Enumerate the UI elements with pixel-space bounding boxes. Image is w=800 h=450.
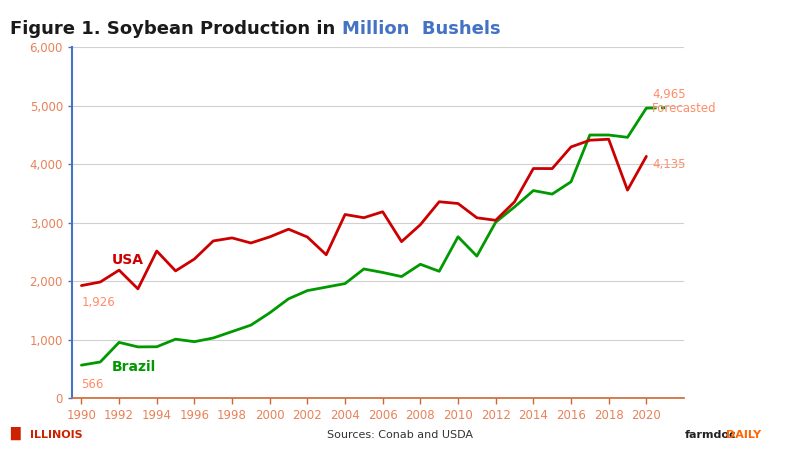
Text: 4,965: 4,965 xyxy=(652,88,686,100)
Text: Figure 1. Soybean Production in: Figure 1. Soybean Production in xyxy=(10,20,342,38)
Text: farmdoc: farmdoc xyxy=(685,430,737,440)
Text: ILLINOIS: ILLINOIS xyxy=(30,430,83,440)
Text: Sources: Conab and USDA: Sources: Conab and USDA xyxy=(327,430,473,440)
Text: Million  Bushels: Million Bushels xyxy=(342,20,501,38)
Text: 566: 566 xyxy=(82,378,104,392)
Text: USA: USA xyxy=(111,253,143,267)
Text: █: █ xyxy=(10,427,24,440)
Text: Brazil: Brazil xyxy=(111,360,156,374)
Text: Forecasted: Forecasted xyxy=(652,102,717,115)
Text: 1,926: 1,926 xyxy=(82,296,115,309)
Text: DAILY: DAILY xyxy=(726,430,762,440)
Text: 4,135: 4,135 xyxy=(652,158,686,171)
